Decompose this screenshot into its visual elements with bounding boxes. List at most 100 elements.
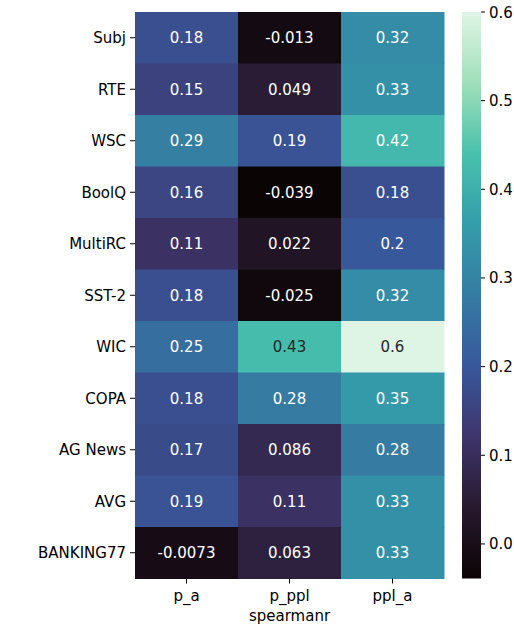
x-tick xyxy=(392,579,393,584)
cell xyxy=(341,167,445,219)
y-tick-label: Subj xyxy=(93,29,126,47)
colorbar-tick-label: 0.4 xyxy=(489,181,513,199)
cell xyxy=(135,12,239,64)
x-tick-label: ppl_a xyxy=(373,587,413,606)
cell xyxy=(341,424,445,476)
cell-label: 0.022 xyxy=(268,235,311,253)
cell xyxy=(341,527,445,579)
cell-label: 0.18 xyxy=(170,29,203,47)
x-tick xyxy=(186,579,187,584)
cell xyxy=(238,115,342,167)
y-tick xyxy=(130,37,135,38)
cell xyxy=(238,167,342,219)
cell-label: 0.33 xyxy=(376,544,409,562)
y-tick xyxy=(130,501,135,502)
cell-label: 0.35 xyxy=(376,390,409,408)
colorbar-tick xyxy=(481,189,485,190)
cell xyxy=(238,321,342,373)
cell-label: -0.0073 xyxy=(158,544,216,562)
colorbar-tick-label: 0.6 xyxy=(489,4,513,22)
y-tick xyxy=(130,449,135,450)
y-tick xyxy=(130,192,135,193)
cell xyxy=(341,476,445,528)
x-tick xyxy=(289,579,290,584)
cell-label: 0.32 xyxy=(376,29,409,47)
y-tick xyxy=(130,398,135,399)
colorbar-tick xyxy=(481,277,485,278)
cell-label: 0.11 xyxy=(273,493,306,511)
y-tick xyxy=(130,140,135,141)
colorbar-tick-label: 0.1 xyxy=(489,447,513,465)
cell-label: 0.28 xyxy=(273,390,306,408)
cell-label: 0.17 xyxy=(170,441,203,459)
colorbar-tick xyxy=(481,100,485,101)
cell-label: 0.43 xyxy=(273,338,306,356)
x-tick-label: p_a xyxy=(173,587,199,606)
cell-label: 0.29 xyxy=(170,132,203,150)
cell xyxy=(135,373,239,425)
cell-label: 0.42 xyxy=(376,132,409,150)
cell xyxy=(238,218,342,270)
cell-label: 0.33 xyxy=(376,81,409,99)
cell-label: 0.16 xyxy=(170,184,203,202)
cell-label: 0.19 xyxy=(170,493,203,511)
y-tick xyxy=(130,295,135,296)
cell-label: 0.063 xyxy=(268,544,311,562)
cell xyxy=(135,270,239,322)
cell xyxy=(135,218,239,270)
cell xyxy=(238,12,342,64)
cell xyxy=(341,321,445,373)
cell-label: 0.19 xyxy=(273,132,306,150)
cell-label: -0.039 xyxy=(265,184,313,202)
cell xyxy=(135,527,239,579)
cell xyxy=(135,321,239,373)
y-tick-label: MultiRC xyxy=(69,235,126,253)
cell xyxy=(341,115,445,167)
y-tick-label: WIC xyxy=(96,338,126,356)
cell xyxy=(238,270,342,322)
cell-label: 0.33 xyxy=(376,493,409,511)
y-tick-label: SST-2 xyxy=(84,287,126,305)
y-tick-label: BoolQ xyxy=(81,184,126,202)
x-axis-label: spearmanr xyxy=(249,607,331,625)
y-tick-label: AVG xyxy=(95,493,126,511)
colorbar-tick xyxy=(481,455,485,456)
cell xyxy=(238,373,342,425)
cell xyxy=(135,424,239,476)
cell-label: 0.18 xyxy=(170,287,203,305)
cell-label: -0.013 xyxy=(265,29,313,47)
y-tick xyxy=(130,89,135,90)
y-tick xyxy=(130,243,135,244)
y-tick-label: BANKING77 xyxy=(38,544,126,562)
cell xyxy=(341,373,445,425)
colorbar-tick-label: 0.0 xyxy=(489,535,513,553)
cells xyxy=(135,12,445,579)
cell-label: -0.025 xyxy=(265,287,313,305)
cell xyxy=(238,424,342,476)
cell xyxy=(238,476,342,528)
y-tick-label: AG News xyxy=(59,441,126,459)
cell-label: 0.15 xyxy=(170,81,203,99)
y-tick-label: RTE xyxy=(98,81,126,99)
x-tick-label: p_ppl xyxy=(269,587,309,606)
cell-label: 0.28 xyxy=(376,441,409,459)
y-tick xyxy=(130,552,135,553)
colorbar-tick xyxy=(481,543,485,544)
colorbar-tick-label: 0.5 xyxy=(489,92,513,110)
cell xyxy=(135,167,239,219)
colorbar-tick xyxy=(481,366,485,367)
cell xyxy=(238,527,342,579)
cell xyxy=(341,64,445,116)
cell xyxy=(135,476,239,528)
colorbar-tick-label: 0.2 xyxy=(489,358,513,376)
cell-label: 0.049 xyxy=(268,81,311,99)
cell-label: 0.32 xyxy=(376,287,409,305)
chart-root: 0.18 -0.013 0.32 0.15 0.049 0.33 0.29 0.19 0.42 0… xyxy=(0,0,514,642)
y-tick xyxy=(130,346,135,347)
cell-label: 0.086 xyxy=(268,441,311,459)
cell xyxy=(341,218,445,270)
cell-labels: 0.18 -0.013 0.32 0.15 0.049 0.33 0.29 0.19 0.42 0… xyxy=(158,29,410,562)
cell-label: 0.11 xyxy=(170,235,203,253)
y-tick-label: WSC xyxy=(91,132,126,150)
colorbar-tick-label: 0.3 xyxy=(489,269,513,287)
